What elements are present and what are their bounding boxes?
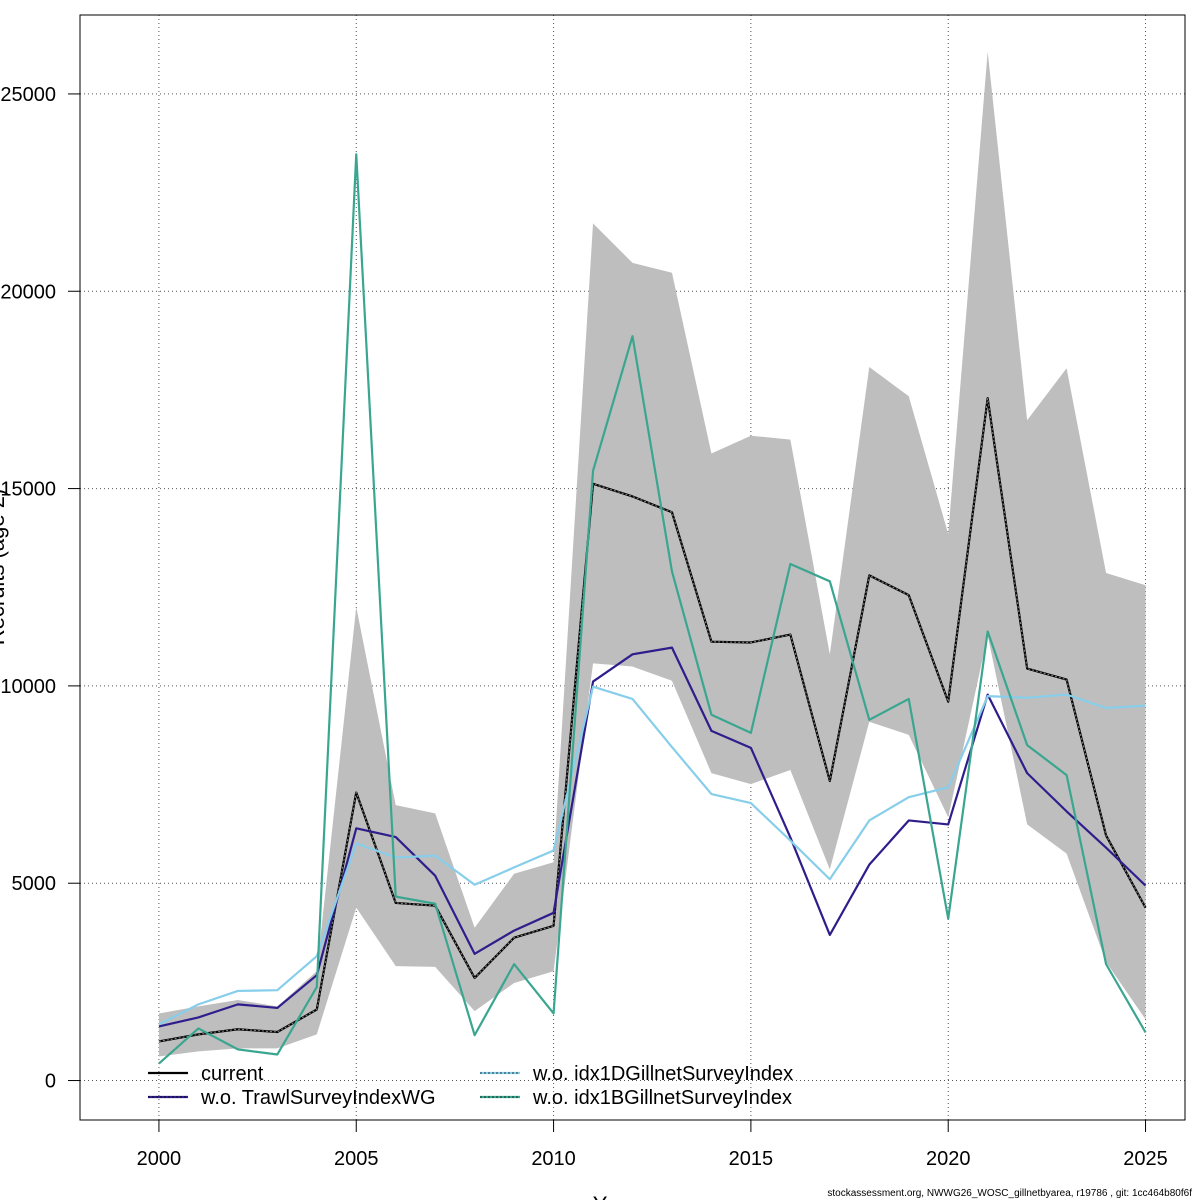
x-axis: 2000 2005 2010 2015 2020 2025: [137, 1120, 1168, 1170]
y-axis-label: Recruits (age 2): [0, 489, 9, 646]
x-tick-label: 2000: [137, 1148, 182, 1170]
series-line: [158, 646, 1147, 1028]
x-tick-label: 2015: [729, 1148, 774, 1170]
legend-label: w.o. TrawlSurveyIndexWG: [200, 1087, 436, 1109]
series-lines: [158, 153, 1147, 1065]
legend-label: w.o. idx1BGillnetSurveyIndex: [532, 1087, 792, 1109]
x-tick-label: 2020: [926, 1148, 971, 1170]
confidence-band-area: [158, 51, 1146, 1057]
y-axis: 0 5000 10000 15000 20000 25000: [0, 84, 80, 1093]
y-tick-label: 15000: [0, 479, 56, 501]
plot-frame: [79, 14, 1186, 1121]
y-tick-label: 5000: [12, 873, 57, 895]
y-tick-label: 10000: [0, 676, 56, 698]
y-tick-label: 25000: [0, 84, 56, 106]
legend-label: current: [201, 1063, 264, 1085]
y-tick-label: 20000: [0, 281, 56, 303]
y-tick-label: 0: [45, 1071, 56, 1093]
x-tick-label: 2010: [531, 1148, 576, 1170]
legend-label: w.o. idx1DGillnetSurveyIndex: [532, 1063, 793, 1085]
x-tick-label: 2005: [334, 1148, 379, 1170]
confidence-band: [158, 51, 1146, 1057]
series-line: [158, 153, 1147, 1065]
x-tick-label: 2025: [1123, 1148, 1168, 1170]
series-line: [158, 685, 1146, 1026]
footer-text: stockassessment.org, NWWG26_WOSC_gillnet…: [827, 1188, 1192, 1199]
series-line-overlay: [158, 398, 1146, 1042]
x-axis-label: Year: [593, 1192, 637, 1200]
